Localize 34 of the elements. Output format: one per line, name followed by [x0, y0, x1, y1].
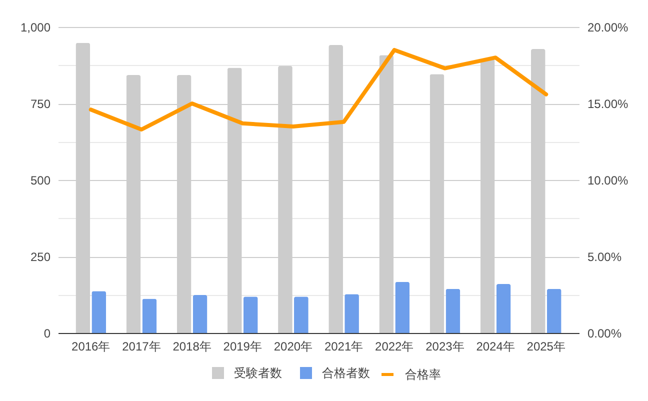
x-tick-label: 2020年 — [274, 340, 313, 354]
legend-label: 受験者数 — [234, 366, 282, 380]
bar — [294, 296, 308, 333]
y-tick-label: 250 — [30, 250, 51, 264]
x-tick-label: 2017年 — [122, 340, 161, 354]
bar — [546, 288, 562, 333]
y-tick-label: 500 — [30, 174, 51, 188]
bar — [344, 294, 359, 333]
bar — [192, 295, 208, 333]
y-tick-label: 0 — [44, 326, 51, 340]
y2-tick-label: 0.00% — [588, 326, 622, 340]
y2-tick-label: 20.00% — [588, 20, 629, 34]
y2-tick-label: 5.00% — [588, 250, 622, 264]
x-tick-label: 2024年 — [476, 340, 515, 354]
y-tick-label: 1,000 — [20, 20, 51, 34]
y2-tick-label: 10.00% — [588, 174, 629, 188]
x-tick-label: 2022年 — [375, 340, 414, 354]
x-tick-label: 2023年 — [426, 340, 464, 354]
bar — [496, 284, 511, 333]
y-tick-label: 750 — [30, 97, 51, 111]
x-tick-label: 2016年 — [72, 340, 110, 354]
legend-label: 合格者数 — [322, 366, 370, 380]
bar — [92, 291, 106, 333]
bar — [142, 298, 157, 333]
x-tick-label: 2025年 — [526, 340, 566, 354]
bar — [243, 296, 258, 333]
x-tick-label: 2021年 — [324, 340, 364, 354]
bar — [446, 288, 460, 333]
x-tick-label: 2018年 — [172, 340, 212, 354]
x-tick-label: 2019年 — [223, 340, 262, 354]
legend-label: 合格率 — [405, 368, 441, 382]
y2-tick-label: 15.00% — [588, 97, 629, 111]
line-series — [88, 48, 548, 132]
bar — [395, 282, 410, 333]
